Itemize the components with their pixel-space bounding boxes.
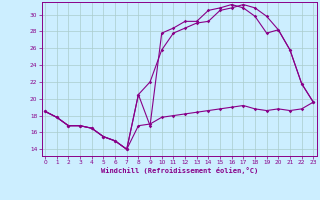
X-axis label: Windchill (Refroidissement éolien,°C): Windchill (Refroidissement éolien,°C) — [100, 167, 258, 174]
